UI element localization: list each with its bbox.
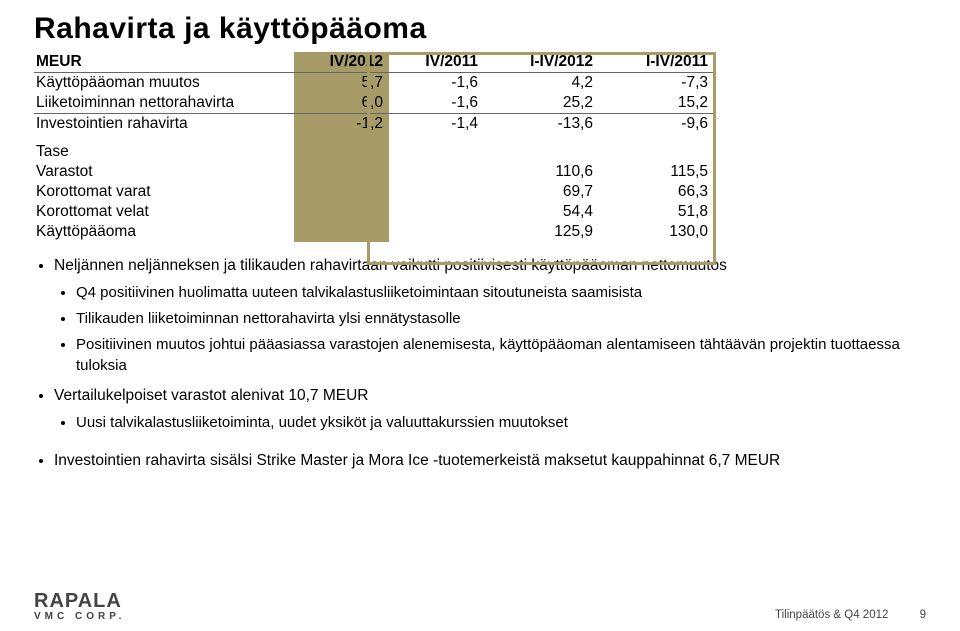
table-cell: -1,6 (389, 93, 484, 114)
table-row: Käyttöpääoma 125,9130,0 (34, 222, 714, 242)
table-cell: -13,6 (484, 114, 599, 135)
table-row: Korottomat varat 69,766,3 (34, 182, 714, 202)
table-cell: 54,4 (484, 202, 599, 222)
col-iiv2011: I-IV/2011 (599, 52, 714, 73)
table-cell: 115,5 (599, 162, 714, 182)
sub-bullet: Tilikauden liiketoiminnan nettorahavirta… (76, 309, 926, 329)
table-cell: 110,6 (484, 162, 599, 182)
table-cell (389, 222, 484, 242)
financial-table: MEUR IV/2012 IV/2011 I-IV/2012 I-IV/2011… (34, 52, 714, 242)
sub-bullet: Uusi talvikalastusliiketoiminta, uudet y… (76, 413, 926, 433)
logo-sub: VMC CORP. (34, 612, 125, 621)
table-cell (294, 142, 389, 162)
bullet-list-2: Investointien rahavirta sisälsi Strike M… (54, 451, 926, 472)
table-cell: 4,2 (484, 73, 599, 94)
table-cell: 5,7 (294, 73, 389, 94)
bullet-2: Vertailukelpoiset varastot alenivat 10,7… (54, 386, 926, 433)
table-cell: -1,2 (294, 114, 389, 135)
col-iv2012: IV/2012 (294, 52, 389, 73)
table-cell: Korottomat varat (34, 182, 294, 202)
table-row: Investointien rahavirta-1,2-1,4-13,6-9,6 (34, 114, 714, 135)
table-cell: Käyttöpääoma (34, 222, 294, 242)
table-cell (484, 142, 599, 162)
table-cell: Varastot (34, 162, 294, 182)
table-cell: -7,3 (599, 73, 714, 94)
table-cell: Liiketoiminnan nettorahavirta (34, 93, 294, 114)
table-cell: Tase (34, 142, 294, 162)
table-cell: 69,7 (484, 182, 599, 202)
table-cell: 66,3 (599, 182, 714, 202)
table-row: Korottomat velat 54,451,8 (34, 202, 714, 222)
bullet-1: Neljännen neljänneksen ja tilikauden rah… (54, 256, 926, 376)
table-cell: -1,6 (389, 73, 484, 94)
table-cell: Investointien rahavirta (34, 114, 294, 135)
table-cell: -9,6 (599, 114, 714, 135)
table-cell: 130,0 (599, 222, 714, 242)
table-cell (389, 202, 484, 222)
page-title: Rahavirta ja käyttöpääoma (34, 12, 926, 46)
bullet-list: Neljännen neljänneksen ja tilikauden rah… (54, 256, 926, 433)
table-cell: -1,4 (389, 114, 484, 135)
bullet-2-sub: Uusi talvikalastusliiketoiminta, uudet y… (76, 413, 926, 433)
footer-title: Tilinpäätös & Q4 2012 (775, 609, 888, 621)
table-row: Tase (34, 142, 714, 162)
bullet-3: Investointien rahavirta sisälsi Strike M… (54, 451, 926, 472)
footer-right: Tilinpäätös & Q4 2012 9 (775, 609, 926, 621)
col-meur: MEUR (34, 52, 294, 73)
table-cell: Käyttöpääoman muutos (34, 73, 294, 94)
table-cell: 51,8 (599, 202, 714, 222)
table-cell: 6,0 (294, 93, 389, 114)
table-cell (294, 182, 389, 202)
col-iv2011: IV/2011 (389, 52, 484, 73)
bullet-1-text: Neljännen neljänneksen ja tilikauden rah… (54, 257, 727, 274)
footer-page: 9 (920, 609, 926, 621)
col-iiv2012: I-IV/2012 (484, 52, 599, 73)
table-cell (389, 182, 484, 202)
table-cell (389, 162, 484, 182)
sub-bullet: Positiivinen muutos johtui pääasiassa va… (76, 335, 926, 376)
logo-brand: RAPALA (34, 592, 125, 610)
table-cell (389, 142, 484, 162)
table-row: Varastot 110,6115,5 (34, 162, 714, 182)
table-cell (294, 162, 389, 182)
sub-bullet: Q4 positiivinen huolimatta uuteen talvik… (76, 283, 926, 303)
table-cell: Korottomat velat (34, 202, 294, 222)
table-row: Liiketoiminnan nettorahavirta6,0-1,625,2… (34, 93, 714, 114)
footer: RAPALA VMC CORP. Tilinpäätös & Q4 2012 9 (34, 592, 926, 621)
table-cell (599, 142, 714, 162)
table-cell: 15,2 (599, 93, 714, 114)
table-cell: 25,2 (484, 93, 599, 114)
table-cell (294, 202, 389, 222)
logo: RAPALA VMC CORP. (34, 592, 125, 621)
table-cell (294, 222, 389, 242)
bullet-2-text: Vertailukelpoiset varastot alenivat 10,7… (54, 387, 368, 404)
bullet-1-sub: Q4 positiivinen huolimatta uuteen talvik… (76, 283, 926, 376)
table-row: Käyttöpääoman muutos5,7-1,64,2-7,3 (34, 73, 714, 94)
table-header-row: MEUR IV/2012 IV/2011 I-IV/2012 I-IV/2011 (34, 52, 714, 73)
table-wrap: MEUR IV/2012 IV/2011 I-IV/2012 I-IV/2011… (34, 52, 714, 242)
table-cell: 125,9 (484, 222, 599, 242)
